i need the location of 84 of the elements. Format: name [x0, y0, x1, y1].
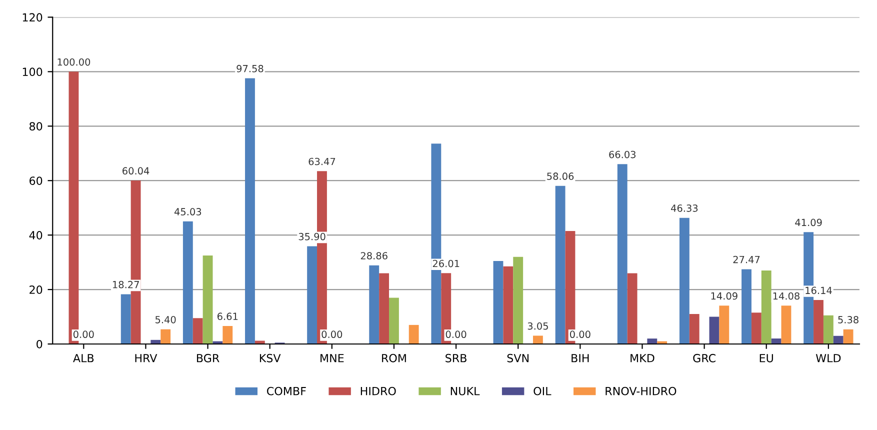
x-tick-label: WLD — [816, 354, 841, 362]
bar — [647, 338, 658, 344]
bar — [533, 336, 543, 344]
x-tick-label: MNE — [320, 354, 344, 362]
y-tick-label: 80 — [30, 122, 42, 131]
y-tick-label: 120 — [22, 13, 42, 22]
y-tick-label: 20 — [30, 286, 42, 294]
legend-label: HIDRO — [360, 386, 396, 396]
data-label: 60.04 — [122, 167, 150, 175]
bar — [513, 256, 524, 344]
data-label: 35.90 — [298, 232, 326, 240]
data-label: 0.00 — [570, 330, 590, 338]
data-label: 3.05 — [528, 322, 548, 330]
bar — [245, 78, 255, 344]
bar — [761, 270, 772, 344]
bar — [555, 186, 566, 344]
x-tick-label: EU — [760, 354, 773, 362]
legend-label: COMBF — [267, 386, 306, 396]
data-label: 6.61 — [218, 312, 238, 320]
bar — [679, 218, 690, 344]
x-tick-label: SRB — [446, 354, 466, 362]
bar — [493, 260, 504, 344]
x-tick-label: BIH — [572, 354, 589, 362]
data-label: 18.27 — [113, 280, 139, 288]
data-label: 27.47 — [733, 256, 760, 264]
bar — [307, 246, 318, 344]
bar — [719, 306, 730, 344]
bar — [709, 316, 720, 344]
data-label: 26.01 — [432, 260, 460, 268]
data-label: 16.14 — [806, 286, 832, 294]
data-label: 5.38 — [838, 316, 858, 324]
data-label: 97.58 — [236, 64, 264, 72]
bar — [503, 266, 514, 344]
y-tick-label: 40 — [29, 231, 42, 240]
bar — [843, 329, 854, 344]
data-label: 46.33 — [670, 204, 698, 212]
y-tick-label: 60 — [30, 176, 42, 185]
data-label: 0.00 — [73, 330, 94, 338]
data-label: 66.03 — [609, 150, 636, 158]
data-label: 28.86 — [360, 252, 388, 260]
bar — [617, 164, 628, 344]
bar — [781, 306, 792, 344]
data-label: 45.03 — [174, 208, 202, 216]
data-label: 14.09 — [711, 292, 738, 300]
bar — [408, 324, 419, 344]
x-tick-label: HRV — [135, 354, 158, 362]
bar — [202, 255, 213, 344]
data-label: 0.00 — [322, 330, 342, 338]
legend-label: RNOV-HIDRO — [606, 386, 676, 396]
x-tick-label: ROM — [382, 354, 406, 362]
bar — [254, 340, 265, 344]
y-tick-label: 0 — [36, 340, 42, 348]
bar — [742, 269, 752, 344]
bar — [120, 294, 131, 344]
legend-label: OIL — [534, 386, 552, 396]
data-label: 41.09 — [795, 218, 822, 226]
x-tick-label: GRC — [693, 354, 716, 362]
legend-label: NUKL — [450, 387, 480, 396]
data-label: 0.00 — [446, 330, 466, 338]
bar — [814, 300, 824, 344]
bar — [627, 273, 638, 344]
x-tick-label: ALB — [73, 354, 94, 362]
bar — [192, 318, 203, 344]
bar — [182, 221, 193, 344]
bar — [222, 326, 233, 344]
bar — [823, 315, 834, 344]
x-tick-label: SVN — [507, 354, 528, 362]
data-label: 5.40 — [156, 316, 176, 324]
bar — [369, 265, 380, 344]
y-tick-label: 100 — [22, 68, 42, 76]
data-label: 14.08 — [773, 292, 800, 300]
bar — [389, 298, 399, 344]
data-label: 100.00 — [58, 58, 90, 66]
x-tick-label: KSV — [260, 354, 281, 362]
data-label: 58.06 — [547, 172, 574, 180]
bar — [689, 314, 700, 344]
data-label: 63.47 — [308, 158, 336, 166]
bar — [771, 338, 782, 344]
bar — [160, 329, 171, 344]
bar — [833, 336, 844, 344]
x-tick-label: BGR — [196, 354, 220, 362]
bar — [751, 312, 762, 344]
x-tick-label: MKD — [630, 354, 654, 362]
bar — [379, 273, 390, 344]
